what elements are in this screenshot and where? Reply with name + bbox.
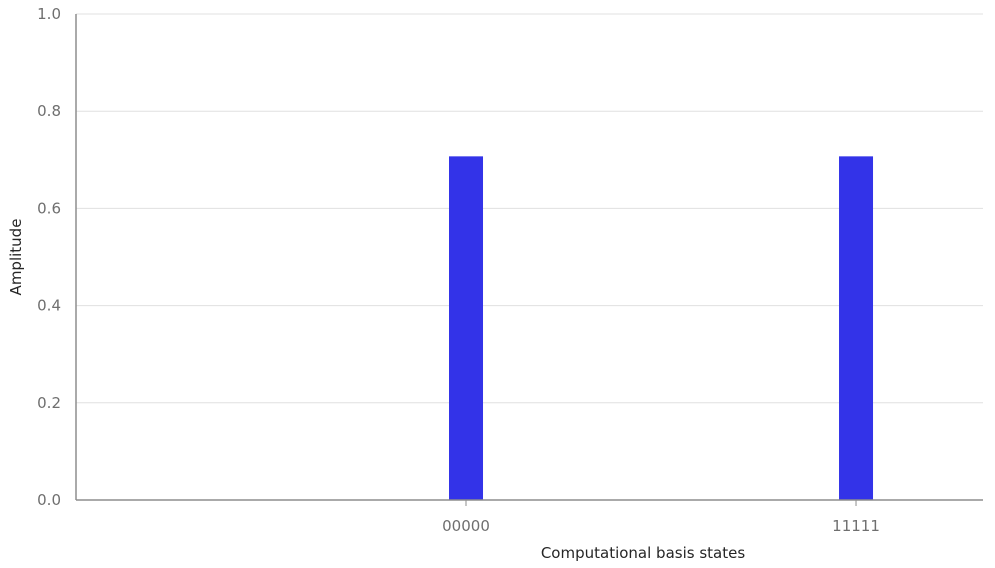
y-tick-label: 0.2	[37, 394, 61, 412]
x-tick-labels: 00000 11111	[442, 500, 880, 535]
x-tick-label: 11111	[832, 517, 880, 535]
y-tick-label: 0.4	[37, 297, 61, 315]
y-axis-title: Amplitude	[7, 219, 25, 296]
x-tick-label: 00000	[442, 517, 490, 535]
bar-00000	[449, 156, 484, 500]
y-tick-label: 0.8	[37, 102, 61, 120]
y-tick-label: 0.6	[37, 199, 61, 217]
bars	[449, 156, 874, 500]
bar-11111	[839, 156, 874, 500]
y-tick-label: 0.0	[37, 491, 61, 509]
y-tick-labels: 0.0 0.2 0.4 0.6 0.8 1.0	[37, 5, 61, 509]
y-tick-label: 1.0	[37, 5, 61, 23]
grid-lines	[76, 13, 983, 404]
x-axis-title: Computational basis states	[541, 544, 746, 562]
